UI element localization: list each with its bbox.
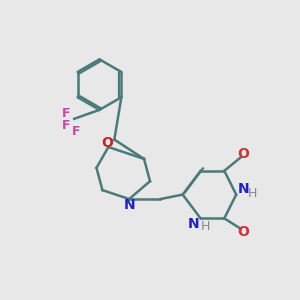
Text: O: O (238, 148, 250, 161)
Text: H: H (201, 220, 211, 233)
Text: F: F (71, 125, 80, 138)
Text: F: F (61, 107, 70, 120)
Text: O: O (238, 225, 250, 239)
Text: N: N (187, 217, 199, 231)
Text: N: N (238, 182, 249, 196)
Text: F: F (61, 119, 70, 132)
Text: H: H (248, 187, 257, 200)
Text: N: N (123, 198, 135, 212)
Text: O: O (101, 136, 113, 150)
